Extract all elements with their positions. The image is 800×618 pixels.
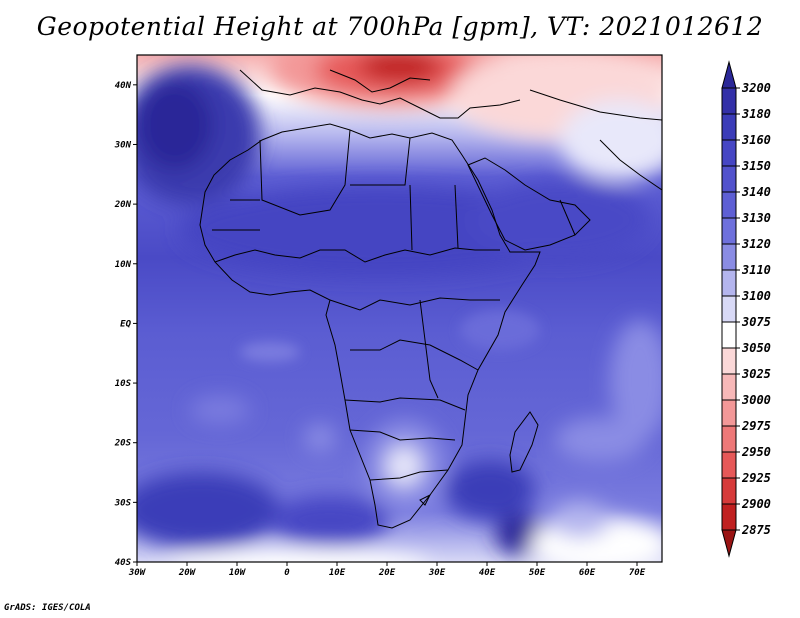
colorbar-box <box>721 347 737 375</box>
colorbar-label: 3140 <box>741 185 771 199</box>
colorbar-box <box>721 165 737 193</box>
colorbar-label: 3000 <box>741 393 771 407</box>
y-tick-label: 40N <box>115 81 132 91</box>
colorbar-box <box>721 139 737 167</box>
x-tick-label: 20E <box>378 568 396 578</box>
grads-credit: GrADS: IGES/COLA <box>4 603 91 613</box>
x-tick-label: 70E <box>629 568 646 578</box>
x-tick-label: 40E <box>479 568 496 578</box>
colorbar-label: 3130 <box>741 211 771 225</box>
colorbar-box <box>721 269 737 297</box>
colorbar-box <box>721 477 737 505</box>
colorbar-label: 3120 <box>741 237 771 251</box>
colorbar-box <box>721 113 737 141</box>
colorbar-top-arrow <box>721 60 737 89</box>
colorbar-label: 3160 <box>741 133 771 147</box>
colorbar-box <box>721 503 737 531</box>
y-tick-label: 40S <box>115 558 132 568</box>
colorbar-box <box>721 425 737 453</box>
y-tick-label: 30S <box>114 498 132 508</box>
y-tick-label: 10S <box>115 379 132 389</box>
colorbar-label: 3180 <box>741 107 771 121</box>
height-field <box>137 55 662 562</box>
colorbar-label: 2950 <box>741 445 771 459</box>
colorbar-box <box>721 321 737 349</box>
colorbar-box <box>721 217 737 245</box>
y-tick-label: EQ <box>120 319 131 329</box>
x-tick-label: 30E <box>428 568 446 578</box>
x-tick-label: 10W <box>229 568 247 578</box>
x-tick-label: 60E <box>579 568 596 578</box>
x-tick-label: 50E <box>529 568 546 578</box>
colorbar-label: 2900 <box>741 497 771 511</box>
map-axes: 30W 20W 10W 0 10E 20E 30E 40E 50E 60E 70E 40S 30S 20S… <box>114 81 646 578</box>
x-tick-label: 10E <box>329 568 346 578</box>
colorbar-box <box>721 87 737 115</box>
colorbar-label: 3025 <box>741 367 771 381</box>
y-tick-label: 30N <box>114 140 132 150</box>
colorbar-box <box>721 399 737 427</box>
x-tick-label: 30W <box>128 568 147 578</box>
colorbar-label: 3050 <box>741 341 771 355</box>
colorbar-box <box>721 295 737 323</box>
colorbar-label: 2925 <box>741 471 771 485</box>
colorbar-box <box>721 191 737 219</box>
colorbar-label: 3100 <box>741 289 771 303</box>
colorbar-label: 3200 <box>741 81 771 95</box>
colorbar-box <box>721 373 737 401</box>
colorbar: 3200 3180 3160 3150 3140 3130 3120 3110 3100 3075… <box>721 60 771 558</box>
colorbar-label: 3150 <box>741 159 771 173</box>
colorbar-bottom-arrow <box>721 529 737 558</box>
map-title: Geopotential Height at 700hPa [gpm], VT:… <box>36 12 764 41</box>
map-frame <box>136 54 663 563</box>
colorbar-box <box>721 451 737 479</box>
colorbar-label: 3110 <box>741 263 771 277</box>
coastlines <box>199 69 662 529</box>
x-tick-label: 20W <box>178 568 197 578</box>
colorbar-label: 2875 <box>741 523 771 537</box>
y-tick-label: 10N <box>115 260 132 270</box>
y-tick-label: 20S <box>114 439 132 449</box>
colorbar-box <box>721 243 737 271</box>
colorbar-label: 3075 <box>741 315 771 329</box>
y-tick-label: 20N <box>114 200 132 210</box>
colorbar-label: 2975 <box>741 419 771 433</box>
x-tick-label: 0 <box>284 568 290 578</box>
